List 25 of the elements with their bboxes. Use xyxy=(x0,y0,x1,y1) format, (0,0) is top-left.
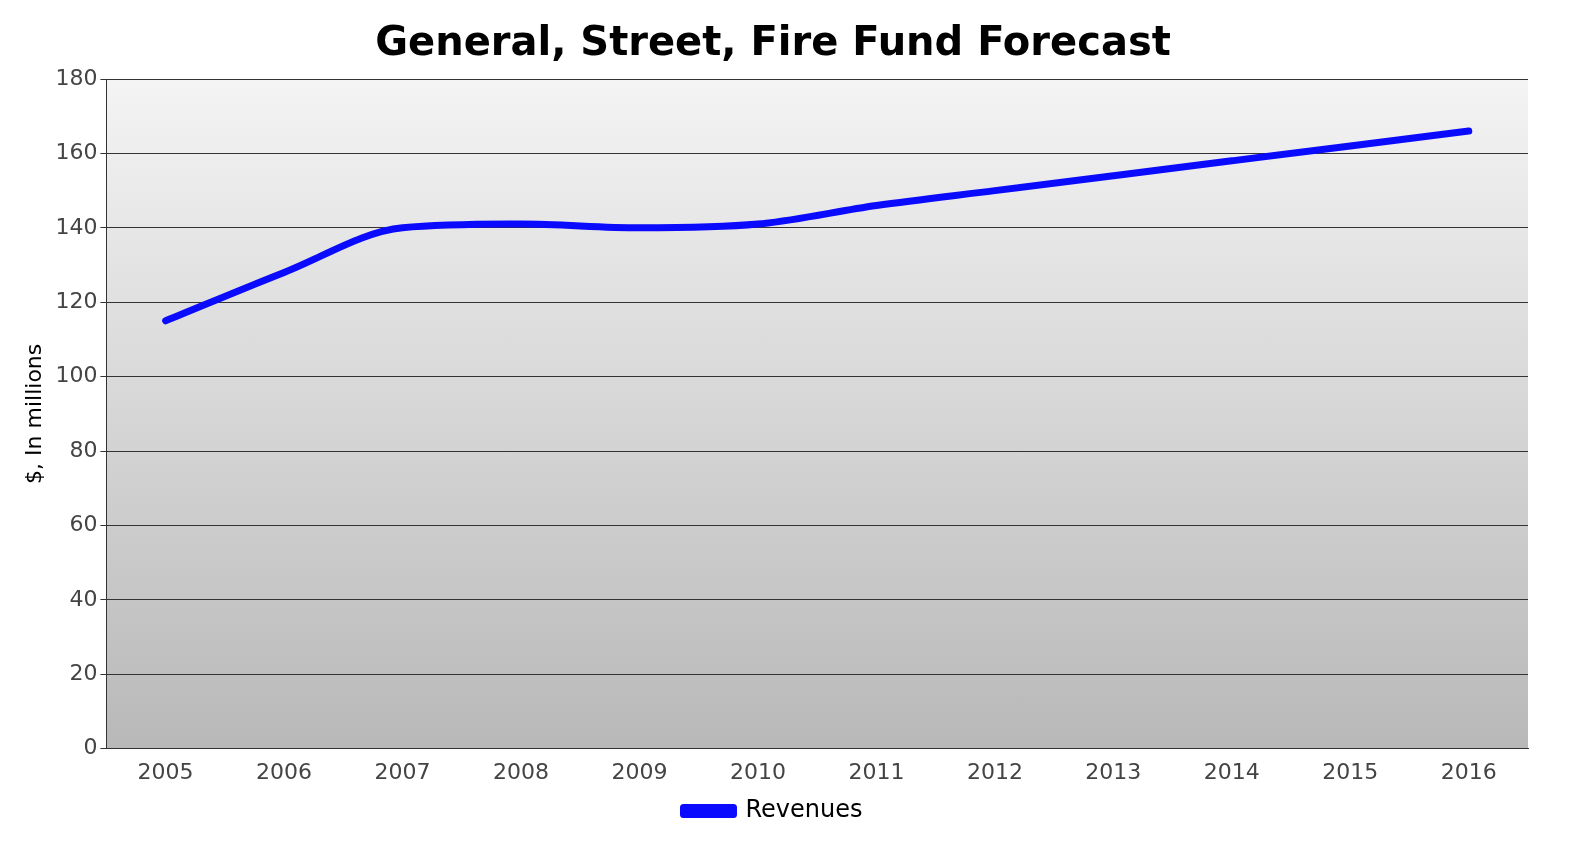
x-tick-label: 2006 xyxy=(256,758,313,784)
x-tick-label: 2015 xyxy=(1322,758,1379,784)
y-tick-label: 20 xyxy=(69,659,98,685)
x-tick-label: 2012 xyxy=(966,758,1023,784)
y-tick-label: 0 xyxy=(83,734,98,760)
x-tick-label: 2013 xyxy=(1085,758,1142,784)
y-axis-title: $, In millions xyxy=(20,343,46,484)
x-tick-label: 2010 xyxy=(729,758,786,784)
y-tick-label: 160 xyxy=(55,139,98,165)
y-tick-label: 120 xyxy=(55,287,98,313)
x-tick-label: 2005 xyxy=(137,758,194,784)
x-tick-label: 2016 xyxy=(1440,758,1497,784)
x-tick-label: 2011 xyxy=(848,758,905,784)
x-tick-label: 2007 xyxy=(374,758,431,784)
y-tick-label: 80 xyxy=(69,436,98,462)
legend-label: Revenues xyxy=(745,795,863,824)
x-tick-label: 2014 xyxy=(1203,758,1260,784)
x-tick-label: 2009 xyxy=(611,758,668,784)
x-tick-label: 2008 xyxy=(493,758,550,784)
y-tick-label: 180 xyxy=(55,64,98,90)
chart-title: General, Street, Fire Fund Forecast xyxy=(375,18,1171,65)
y-tick-label: 40 xyxy=(69,585,98,611)
y-tick-label: 60 xyxy=(69,511,98,537)
y-tick-label: 140 xyxy=(55,213,98,239)
y-tick-label: 100 xyxy=(55,362,98,388)
